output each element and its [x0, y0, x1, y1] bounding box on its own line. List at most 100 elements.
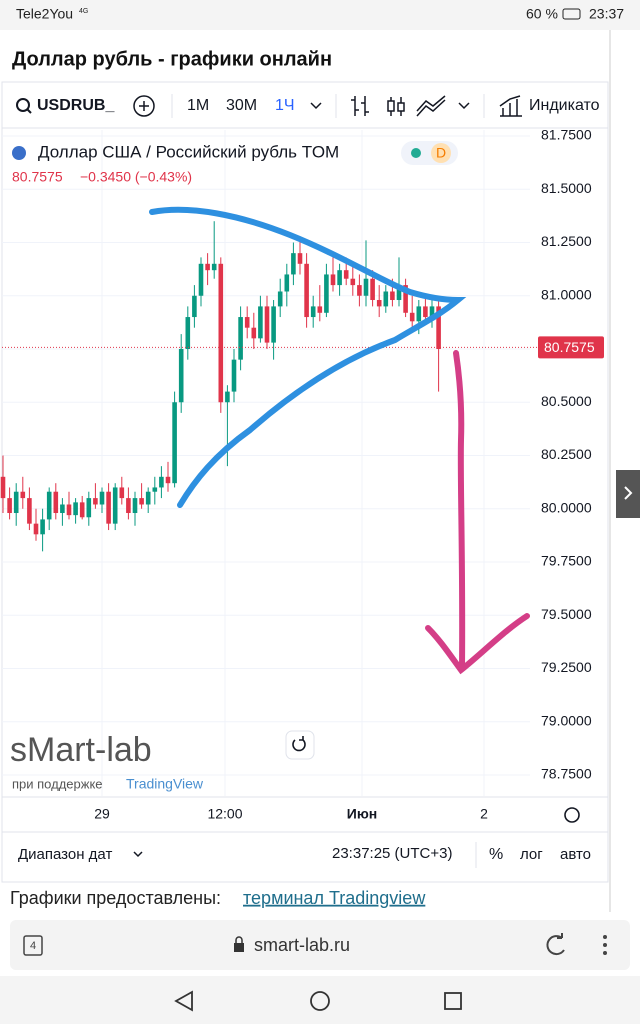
candle-body	[436, 306, 441, 349]
candle-body	[258, 306, 263, 339]
reset-icon	[292, 736, 306, 752]
interval[interactable]: 30М	[226, 97, 257, 114]
chevron[interactable]	[310, 102, 322, 110]
change: −0.3450 (−0.43%)	[80, 169, 192, 185]
candle-body	[297, 253, 303, 264]
candle-body	[423, 306, 428, 318]
candle-body	[383, 291, 389, 307]
candle-body	[225, 391, 230, 403]
battery-icon	[562, 8, 581, 20]
x-tick-label: Июн	[347, 806, 377, 822]
candle-body	[145, 491, 151, 505]
lock-icon	[234, 943, 244, 952]
candle-body	[211, 263, 217, 271]
candle-body	[251, 327, 257, 339]
candle-body	[350, 278, 356, 286]
reset-button[interactable]	[285, 730, 315, 760]
settings-icon[interactable]	[564, 807, 580, 823]
log[interactable]: лог	[520, 846, 543, 863]
chevron[interactable]	[458, 102, 470, 110]
nav-back[interactable]	[174, 990, 193, 1012]
candle-body	[119, 487, 125, 499]
candle-body	[99, 491, 105, 505]
indicators-icon[interactable]	[499, 95, 522, 117]
add-symbol[interactable]	[133, 95, 155, 117]
y-tick-label: 80.0000	[541, 499, 592, 515]
lock-shackle	[235, 936, 243, 943]
carrier: Tele2You	[16, 6, 73, 22]
y-tick-label: 78.7500	[541, 766, 592, 782]
clock: 23:37	[589, 6, 624, 22]
menu-dot	[603, 943, 607, 947]
candle-body	[291, 253, 296, 275]
candle-body	[416, 306, 422, 322]
search-icon[interactable]	[16, 98, 30, 112]
x-tick-label: 12:00	[207, 806, 242, 822]
side-arrow	[624, 486, 633, 500]
menu-dot[interactable]	[603, 935, 607, 939]
candle-body	[198, 263, 204, 296]
candle-body	[403, 285, 408, 313]
tabs-icon[interactable]	[23, 935, 43, 956]
candle-body	[324, 274, 329, 313]
candle-body	[192, 295, 197, 318]
auto[interactable]: авто	[560, 846, 591, 863]
last-price-tag	[538, 336, 604, 359]
price: 80.7575	[12, 169, 63, 185]
date-range[interactable]: Диапазон дат	[18, 846, 112, 863]
indicators[interactable]: Индикато	[529, 97, 600, 114]
address-field	[10, 920, 630, 970]
watermark: sMart-lab	[10, 731, 152, 769]
candle-body	[93, 498, 98, 505]
candle-body	[139, 498, 144, 505]
interval[interactable]: 1М	[187, 97, 209, 114]
y-tick-label: 80.5000	[541, 393, 592, 409]
clock: 23:37:25 (UTC+3)	[332, 845, 452, 862]
badge-bg	[431, 143, 451, 163]
triangle-drawing	[149, 206, 467, 508]
search-handle	[26, 108, 32, 114]
y-tick-label: 79.0000	[541, 712, 592, 728]
chevron	[133, 851, 143, 858]
area-icon[interactable]	[416, 95, 446, 117]
candle-body	[132, 498, 138, 514]
url[interactable]: smart-lab.ru	[254, 935, 350, 955]
candle-body	[238, 317, 243, 360]
last-price-label: 80.7575	[544, 339, 595, 355]
symbol[interactable]: USDRUB_	[37, 97, 115, 114]
bars-icon[interactable]	[351, 96, 369, 116]
candle-body	[185, 317, 191, 349]
candle-body	[343, 270, 349, 279]
badge: D	[436, 145, 446, 161]
arrow-drawing	[425, 350, 530, 675]
status-bar	[0, 0, 640, 30]
tabs-count: 4	[30, 940, 36, 952]
nav-home[interactable]	[310, 991, 330, 1011]
candle-body	[409, 312, 415, 322]
y-tick-label: 79.5000	[541, 606, 592, 622]
nav-recent[interactable]	[444, 992, 462, 1010]
nav-bar	[0, 976, 640, 1024]
credits-link[interactable]: терминал Tradingview	[243, 888, 426, 908]
plus	[139, 101, 149, 111]
candle-body	[218, 263, 224, 403]
percent[interactable]: %	[489, 846, 503, 863]
candle-body	[60, 504, 65, 514]
reload-icon[interactable]	[546, 933, 565, 956]
candle-body	[429, 306, 435, 318]
candle-body	[152, 487, 158, 492]
chart-title: Доллар США / Российский рубль TOM	[38, 142, 339, 161]
candle-body	[79, 502, 85, 518]
side-toggle[interactable]	[616, 470, 640, 518]
candle-body	[66, 504, 72, 516]
candle-body	[7, 498, 12, 514]
interval-active[interactable]: 1Ч	[275, 97, 295, 114]
y-tick-label: 79.2500	[541, 659, 592, 675]
candle-body	[46, 491, 52, 520]
candle-body	[370, 278, 375, 301]
candle-body	[178, 349, 184, 403]
candle-body	[376, 300, 382, 307]
watermark-partner: TradingView	[126, 776, 204, 792]
candle-body	[86, 498, 92, 518]
